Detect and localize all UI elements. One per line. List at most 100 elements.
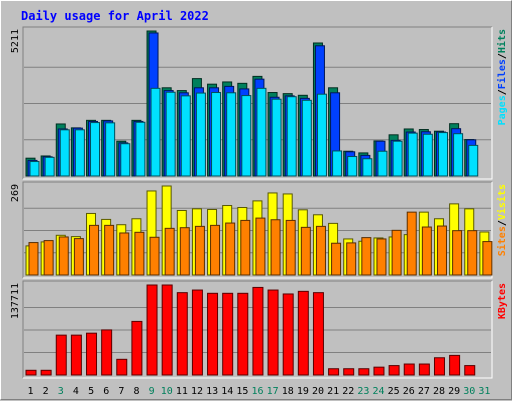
panel-requests-border-shadow xyxy=(22,26,492,179)
legend-part: Hits xyxy=(496,29,508,53)
x-tick-label-day-12: 12 xyxy=(191,386,203,397)
bar-sites-day-7 xyxy=(119,232,130,276)
bar-pages-day-23 xyxy=(362,158,373,177)
panel-traffic-series-legend: KBytes xyxy=(497,283,508,319)
x-tick-label-day-13: 13 xyxy=(206,386,218,397)
bar-pages-day-6 xyxy=(105,122,116,177)
x-tick-label-day-24: 24 xyxy=(373,386,385,397)
legend-part: Sites xyxy=(496,226,508,256)
bar-sites-day-12 xyxy=(194,225,205,276)
panel-traffic: 137711 KBytes xyxy=(10,280,508,379)
x-tick-label-day-6: 6 xyxy=(103,386,109,397)
x-tick-label-day-25: 25 xyxy=(388,386,400,397)
bar-pages-day-21 xyxy=(332,150,343,177)
panel-visitors-border-highlight xyxy=(23,182,493,279)
bar-sites-day-2 xyxy=(43,240,54,276)
bar-sites-day-21 xyxy=(331,242,342,276)
legend-part: Files xyxy=(496,59,508,89)
bar-pages-day-25 xyxy=(392,140,403,177)
bar-sites-day-6 xyxy=(104,224,115,276)
bar-kbytes-day-17 xyxy=(267,289,279,376)
x-tick-label-day-20: 20 xyxy=(312,386,324,397)
bar-sites-day-17 xyxy=(270,219,281,276)
x-tick-label-day-1: 1 xyxy=(28,386,34,397)
bar-kbytes-day-26 xyxy=(403,363,415,376)
panel-visitors-border-shadow xyxy=(22,181,492,278)
bar-kbytes-day-22 xyxy=(343,368,355,376)
x-tick-label-day-27: 27 xyxy=(418,386,430,397)
bar-pages-day-1 xyxy=(29,161,40,177)
bar-sites-day-27 xyxy=(421,226,432,276)
x-tick-label-day-21: 21 xyxy=(327,386,339,397)
x-tick-label-day-23: 23 xyxy=(357,386,369,397)
bar-kbytes-day-11 xyxy=(176,292,188,376)
bar-pages-day-4 xyxy=(74,129,85,177)
bar-pages-day-26 xyxy=(407,132,418,177)
bar-sites-day-28 xyxy=(436,225,447,276)
bar-kbytes-day-21 xyxy=(328,368,340,376)
bar-pages-day-12 xyxy=(195,92,206,177)
panel-visitors: 269 Sites/Visits xyxy=(10,181,508,279)
x-tick-label-day-7: 7 xyxy=(118,386,124,397)
legend-part: / xyxy=(497,220,508,226)
x-tick-label-day-29: 29 xyxy=(448,386,460,397)
bar-kbytes-day-1 xyxy=(25,369,37,376)
bar-sites-day-15 xyxy=(240,219,251,276)
bar-sites-day-5 xyxy=(89,224,100,276)
bar-pages-day-14 xyxy=(226,92,237,177)
bar-pages-day-10 xyxy=(165,91,176,177)
bar-sites-day-31 xyxy=(482,241,493,276)
panel-visitors-series-legend: Sites/Visits xyxy=(496,184,508,256)
bar-sites-day-22 xyxy=(346,242,357,276)
x-tick-label-day-30: 30 xyxy=(463,386,475,397)
x-tick-label-day-8: 8 xyxy=(133,386,139,397)
bar-sites-day-16 xyxy=(255,217,266,276)
chart-panels: 5211Pages/Files/Hits269Sites/Visits13771… xyxy=(10,26,508,379)
bar-sites-day-13 xyxy=(210,224,221,276)
bar-kbytes-day-29 xyxy=(449,354,461,376)
bar-sites-day-18 xyxy=(285,219,296,276)
bar-pages-day-28 xyxy=(437,132,448,177)
bar-kbytes-day-12 xyxy=(191,289,203,376)
bar-pages-day-3 xyxy=(59,129,70,177)
legend-part: Visits xyxy=(496,184,508,220)
bar-pages-day-20 xyxy=(316,93,327,177)
bar-kbytes-day-14 xyxy=(222,292,234,376)
bar-pages-day-5 xyxy=(90,122,101,177)
x-tick-label-day-22: 22 xyxy=(342,386,354,397)
legend-part: Pages xyxy=(497,95,508,125)
x-tick-label-day-17: 17 xyxy=(267,386,279,397)
x-tick-label-day-3: 3 xyxy=(58,386,64,397)
x-tick-label-day-19: 19 xyxy=(297,386,309,397)
bar-sites-day-23 xyxy=(361,237,372,276)
bar-kbytes-day-28 xyxy=(433,357,445,376)
bar-kbytes-day-30 xyxy=(464,365,476,376)
bar-kbytes-day-24 xyxy=(373,366,385,376)
x-tick-label-day-10: 10 xyxy=(161,386,173,397)
panel-traffic-ymax-label: 137711 xyxy=(10,283,21,319)
bar-sites-day-14 xyxy=(225,222,236,276)
x-tick-label-day-14: 14 xyxy=(221,386,233,397)
bar-pages-day-8 xyxy=(135,121,146,177)
bar-kbytes-day-20 xyxy=(312,292,324,376)
panel-requests-series-legend: Pages/Files/Hits xyxy=(496,29,508,125)
bar-kbytes-day-23 xyxy=(358,368,370,376)
panel-traffic-border-highlight xyxy=(23,281,493,379)
bar-sites-day-25 xyxy=(391,229,402,276)
x-tick-label-day-4: 4 xyxy=(73,386,79,397)
bar-pages-day-11 xyxy=(180,95,191,177)
bar-kbytes-day-4 xyxy=(70,334,82,376)
bar-sites-day-26 xyxy=(406,211,417,276)
bar-kbytes-day-19 xyxy=(297,290,309,376)
x-tick-label-day-11: 11 xyxy=(176,386,188,397)
bar-sites-day-30 xyxy=(467,230,478,276)
bar-kbytes-day-27 xyxy=(418,363,430,376)
x-tick-label-day-28: 28 xyxy=(433,386,445,397)
bar-sites-day-4 xyxy=(73,238,84,276)
legend-part: / xyxy=(497,53,508,59)
bar-pages-day-29 xyxy=(453,133,464,177)
bar-pages-day-18 xyxy=(286,96,297,177)
bar-sites-day-29 xyxy=(452,230,463,276)
bar-kbytes-day-5 xyxy=(86,332,98,376)
